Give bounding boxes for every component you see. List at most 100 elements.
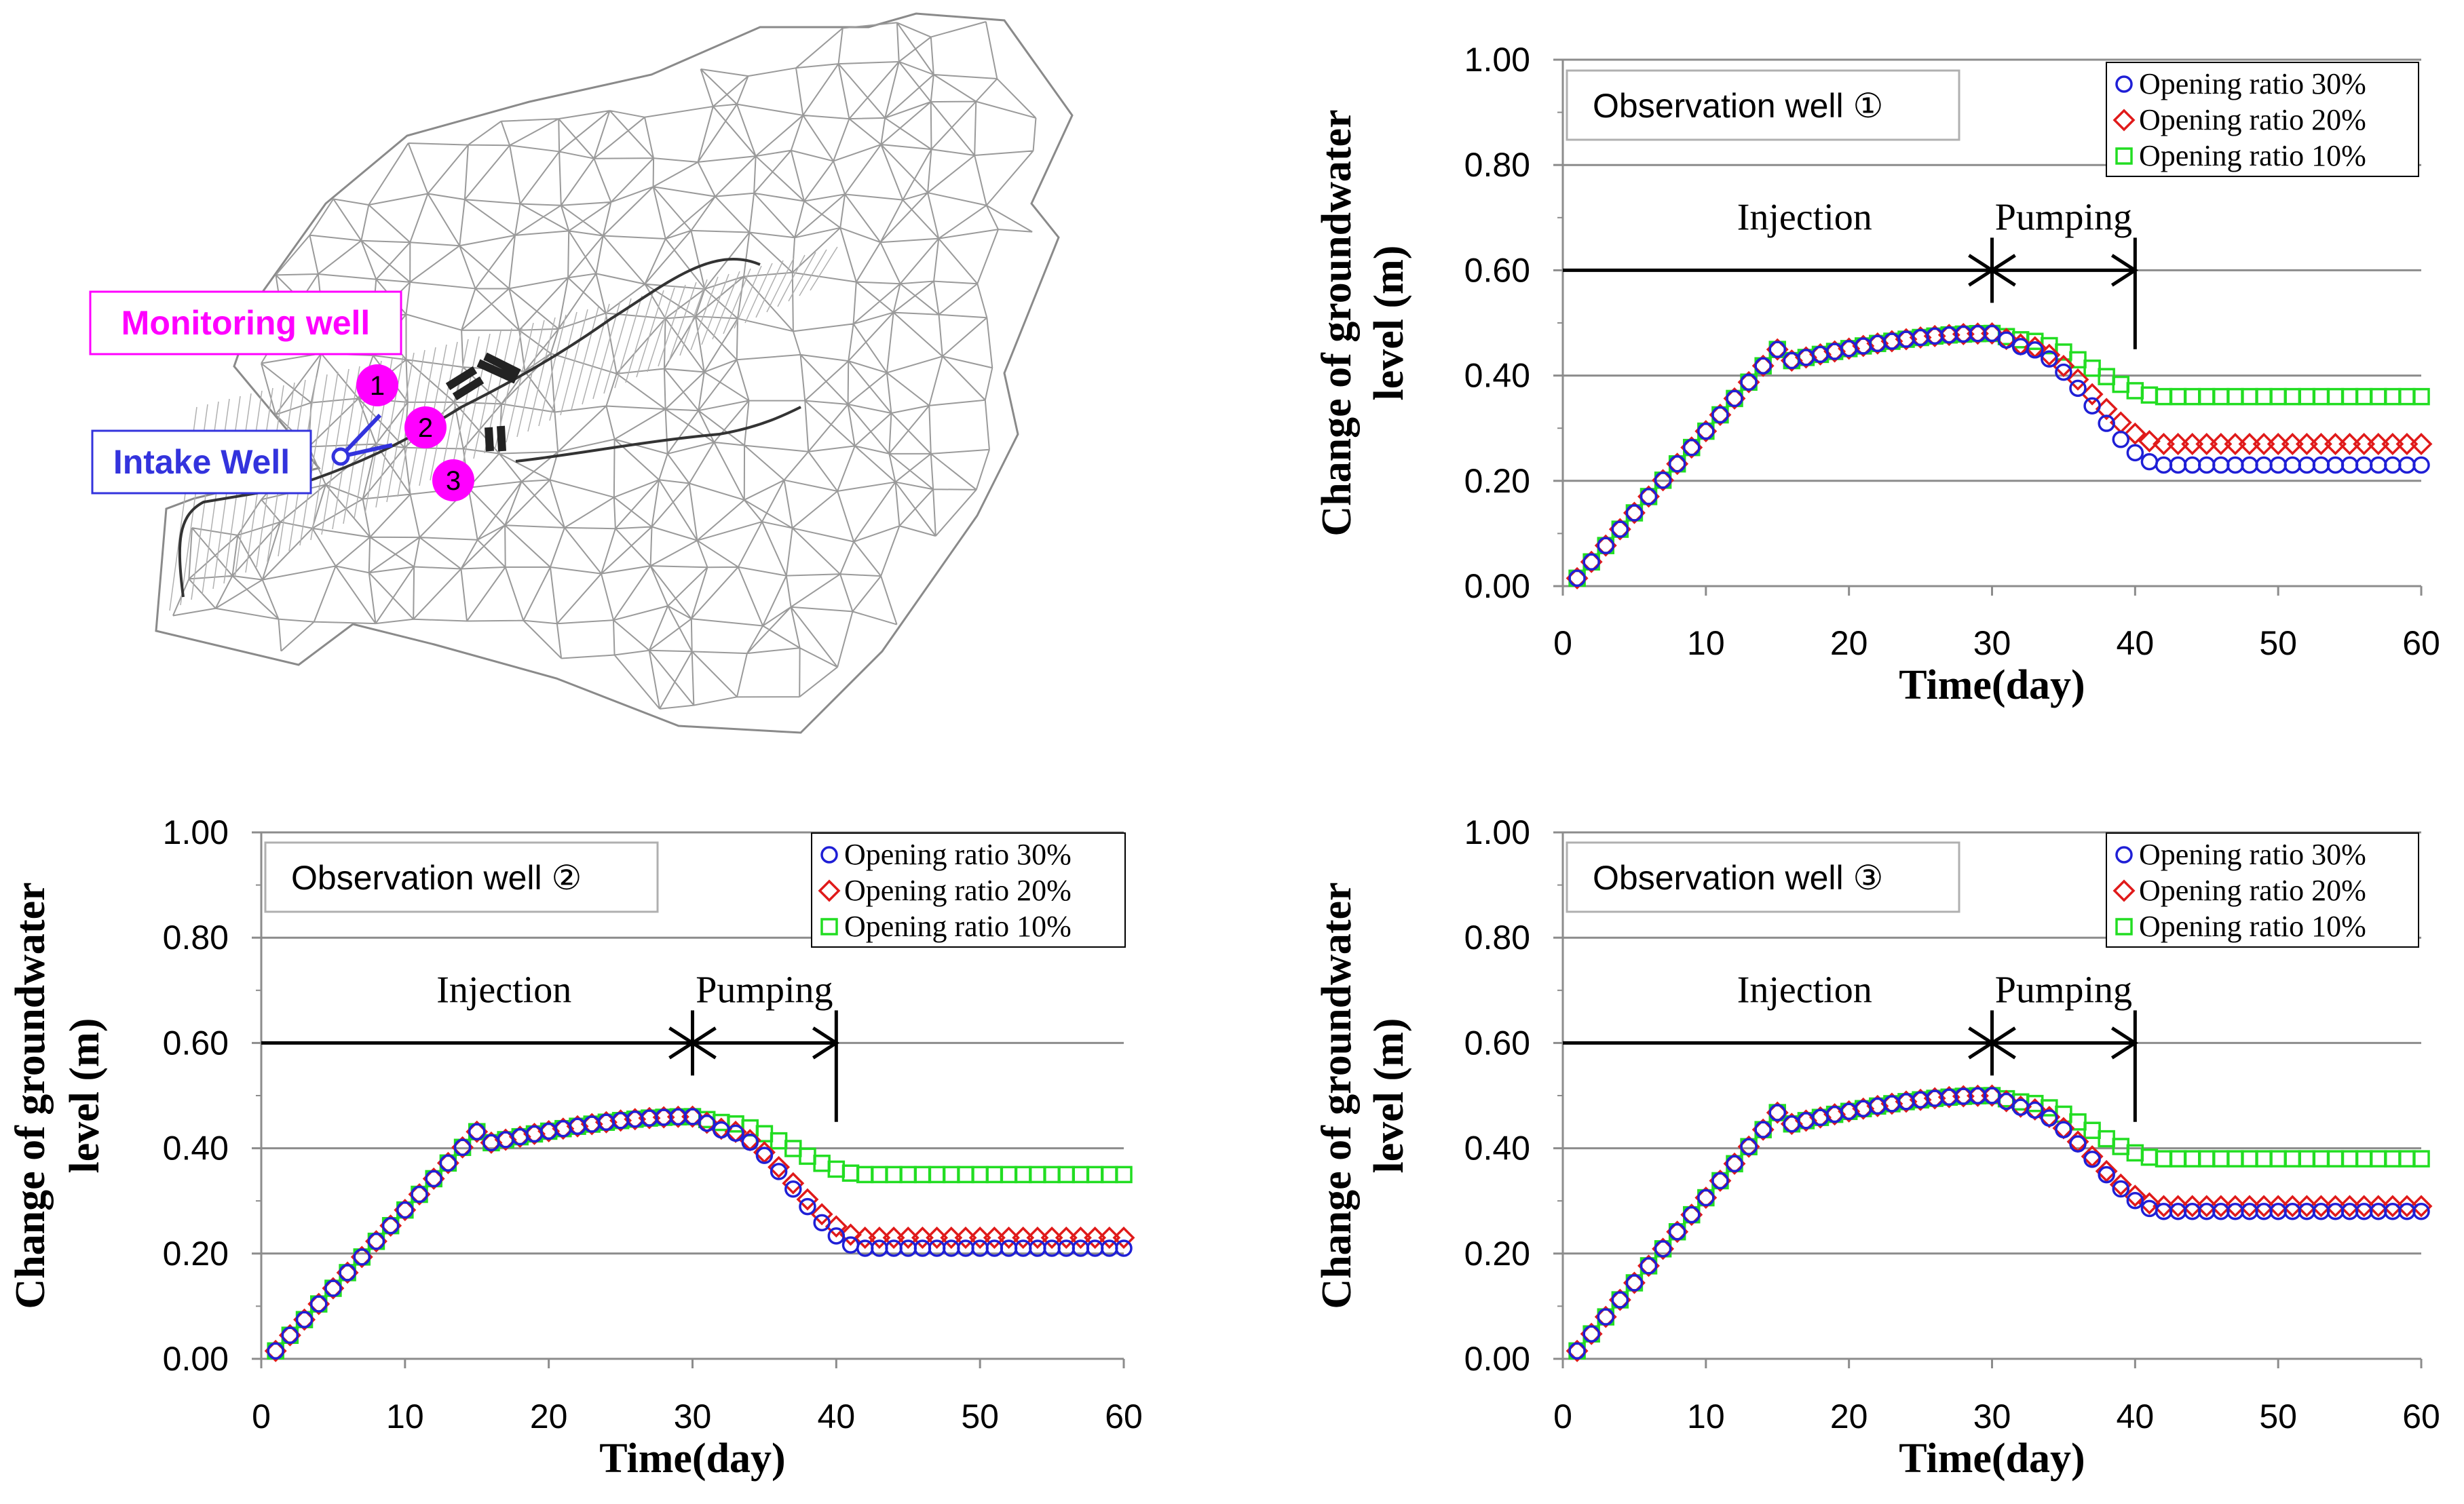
data-point-30 xyxy=(2055,1121,2072,1139)
data-point-10 xyxy=(2370,387,2387,406)
data-point-30 xyxy=(1582,553,1600,571)
y-tick-labels: 0.00 0.20 0.40 0.60 0.80 1.00 xyxy=(163,813,261,1378)
data-point-10 xyxy=(813,1155,831,1172)
data-points xyxy=(1566,1084,2433,1362)
data-point-30 xyxy=(727,1124,744,1142)
data-point-20 xyxy=(2324,433,2347,455)
chart-title: Observation well ③ xyxy=(1593,859,1883,897)
x-tick-label: 30 xyxy=(1973,1397,2011,1435)
data-point-30 xyxy=(683,1108,702,1125)
x-tick-label: 60 xyxy=(2402,624,2440,662)
data-point-30 xyxy=(2126,1191,2144,1210)
data-point-10 xyxy=(2098,368,2115,385)
data-point-10 xyxy=(2155,1150,2173,1168)
data-point-30 xyxy=(2183,456,2201,474)
data-point-20 xyxy=(2138,429,2161,452)
data-point-10 xyxy=(871,1165,888,1184)
data-point-30 xyxy=(2255,456,2273,474)
data-point-30 xyxy=(2098,1165,2115,1184)
y-tick-label: 0.80 xyxy=(163,919,229,957)
data-point-30 xyxy=(1726,1155,1743,1173)
legend: Opening ratio 30%Opening ratio 20%Openin… xyxy=(811,832,1126,948)
data-point-20 xyxy=(1012,1227,1035,1249)
data-point-10 xyxy=(2269,387,2287,406)
y-tick-labels: 0.00 0.20 0.40 0.60 0.80 1.00 xyxy=(1464,813,1563,1378)
data-point-10 xyxy=(799,1147,816,1165)
data-point-30 xyxy=(1639,1257,1658,1275)
data-point-30 xyxy=(1855,1100,1872,1117)
data-point-30 xyxy=(1683,438,1701,457)
data-point-30 xyxy=(1754,357,1772,374)
x-tick-labels: 0 10 20 30 40 50 60 xyxy=(1553,1359,2440,1435)
data-point-20 xyxy=(2338,433,2362,455)
data-point-30 xyxy=(425,1170,442,1188)
y-axis-label-line1: Change of groundwater xyxy=(1314,109,1360,536)
pumping-label: Pumping xyxy=(1995,969,2132,1011)
y-axis-label-line2: level (m) xyxy=(62,1018,108,1174)
x-axis-label: Time(day) xyxy=(1899,662,2085,708)
data-point-20 xyxy=(1084,1227,1107,1249)
y-tick-label: 0.40 xyxy=(1464,1130,1530,1168)
x-tick-label: 60 xyxy=(2402,1397,2440,1435)
data-point-10 xyxy=(2398,387,2416,406)
x-tick-label: 40 xyxy=(2117,624,2155,662)
x-tick-label: 20 xyxy=(1830,624,1868,662)
legend-marker-square xyxy=(820,918,838,936)
river-channel xyxy=(178,257,761,598)
y-tick-label: 1.00 xyxy=(1464,41,1530,79)
data-point-30 xyxy=(1654,471,1672,489)
axis-labels: Time(day) Change of groundwater level (m) xyxy=(7,882,786,1482)
injection-label: Injection xyxy=(1737,969,1872,1011)
data-point-20 xyxy=(796,1188,819,1211)
data-point-30 xyxy=(2169,456,2187,474)
data-point-20 xyxy=(2395,433,2419,455)
data-point-20 xyxy=(998,1227,1021,1249)
data-point-10 xyxy=(2384,1150,2402,1168)
data-point-20 xyxy=(896,1227,920,1249)
data-points xyxy=(264,1105,1135,1362)
data-point-30 xyxy=(755,1146,774,1164)
data-point-10 xyxy=(1057,1165,1076,1184)
data-point-10 xyxy=(2169,1150,2187,1168)
data-point-20 xyxy=(2367,433,2390,455)
data-point-20 xyxy=(2353,433,2376,455)
data-point-20 xyxy=(2410,433,2433,455)
data-point-30 xyxy=(1768,341,1786,358)
data-point-30 xyxy=(1582,1325,1600,1343)
phase-annotations: Injection Pumping xyxy=(1563,196,2138,349)
data-point-20 xyxy=(1040,1227,1063,1249)
chart-observation-well-1: 0.00 0.20 0.40 0.60 0.80 1.00 0 10 20 30 40 50 60 I… xyxy=(1314,41,2440,708)
legend-entry: Opening ratio 20% xyxy=(2139,874,2366,907)
legend-marker-diamond xyxy=(818,879,841,902)
data-point-10 xyxy=(2241,1150,2258,1168)
chart-observation-well-2: 0.00 0.20 0.40 0.60 0.80 1.00 0 10 20 30 40 50 60 I… xyxy=(7,813,1143,1482)
x-tick-label: 40 xyxy=(2117,1397,2155,1435)
data-point-10 xyxy=(943,1165,960,1184)
data-point-30 xyxy=(2126,444,2144,462)
y-tick-label: 0.40 xyxy=(163,1130,229,1168)
data-point-30 xyxy=(1997,331,2015,349)
chart-title-frame xyxy=(1566,841,1960,913)
monitoring-well-2-label: 2 xyxy=(418,413,433,443)
y-tick-label: 0.60 xyxy=(1464,1024,1530,1062)
data-point-20 xyxy=(968,1227,991,1249)
data-point-30 xyxy=(2398,456,2416,474)
data-point-30 xyxy=(381,1216,400,1235)
data-point-20 xyxy=(2052,355,2075,377)
data-point-30 xyxy=(1568,569,1586,587)
data-point-30 xyxy=(1797,1112,1815,1130)
chart-observation-well-3: 0.00 0.20 0.40 0.60 0.80 1.00 0 10 20 30 40 50 60 I… xyxy=(1314,813,2440,1482)
data-point-20 xyxy=(2066,368,2089,391)
chart-title: Observation well ① xyxy=(1593,87,1883,125)
data-point-20 xyxy=(2252,433,2275,455)
x-axis-label: Time(day) xyxy=(599,1435,785,1482)
chart-title-frame xyxy=(1566,69,1960,141)
data-point-20 xyxy=(2181,433,2204,455)
data-point-10 xyxy=(2312,1150,2330,1168)
data-point-10 xyxy=(2283,387,2301,406)
monitoring-label-box xyxy=(89,290,402,355)
legend-marker-square xyxy=(2115,147,2133,165)
data-point-30 xyxy=(1855,337,1872,355)
data-point-20 xyxy=(983,1227,1006,1249)
data-point-10 xyxy=(2226,1150,2244,1168)
